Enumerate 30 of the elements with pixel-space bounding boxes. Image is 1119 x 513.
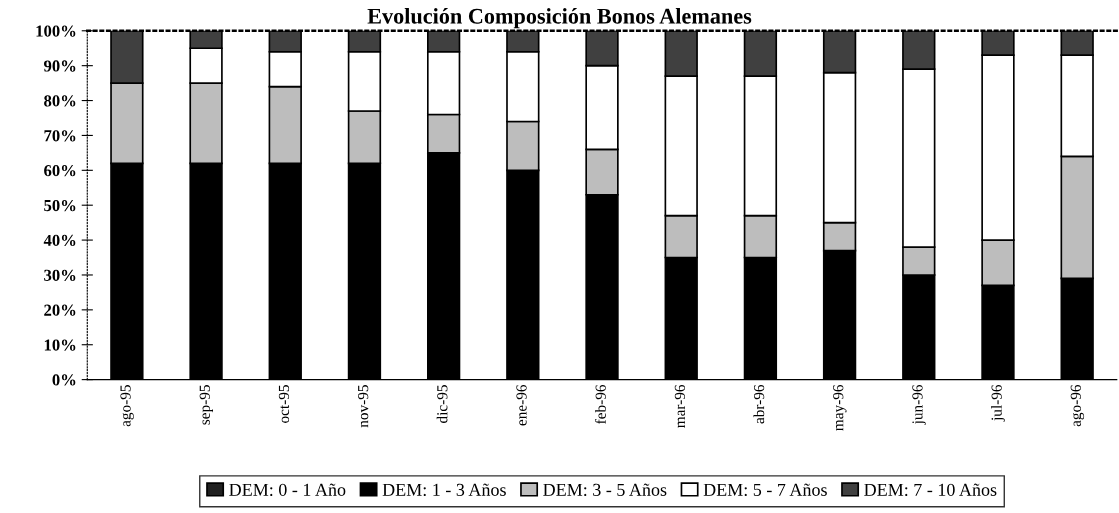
legend-label: DEM: 7 - 10 Años [864, 483, 997, 496]
legend-label: DEM: 3 - 5 Años [543, 483, 667, 496]
y-tick-label: 0% [52, 374, 76, 386]
y-tick-label: 70% [44, 130, 76, 142]
x-tick-label: dic-95 [436, 385, 448, 423]
x-tick-label: ene-96 [516, 384, 527, 426]
x-tick-label: nov-95 [358, 385, 369, 428]
legend-label: DEM: 5 - 7 Años [703, 483, 827, 496]
y-tick-label: 40% [43, 234, 76, 247]
y-tick-label: 90% [43, 60, 76, 72]
y-tick-label: 60% [44, 165, 76, 177]
y-tick-label: 30% [44, 269, 76, 281]
y-tick-label: 20% [44, 304, 76, 316]
x-tick-label: oct-95 [278, 385, 290, 423]
y-tick-label: 10% [44, 339, 76, 351]
x-tick-label: ago-95 [120, 385, 134, 427]
legend-label: DEM: 1 - 3 Años [382, 483, 506, 496]
x-tick-label: may-96 [833, 384, 847, 431]
y-tick-label: 50% [44, 199, 76, 212]
x-tick-label: ago-96 [1070, 384, 1085, 427]
x-tick-label: jun-96 [912, 384, 926, 425]
x-tick-label: mar-96 [674, 384, 686, 428]
legend-label: DEM: 0 - 1 Año [229, 483, 346, 496]
x-tick-label: jul-96 [991, 384, 1005, 422]
chart-title: Evolución Composición Bonos Alemanes [367, 8, 752, 29]
x-tick-label: feb-96 [594, 384, 606, 424]
y-tick-label: 80% [44, 95, 76, 107]
x-tick-label: abr-96 [753, 384, 765, 424]
y-tick-label: 100% [36, 25, 76, 37]
x-tick-label: sep-95 [199, 385, 213, 425]
